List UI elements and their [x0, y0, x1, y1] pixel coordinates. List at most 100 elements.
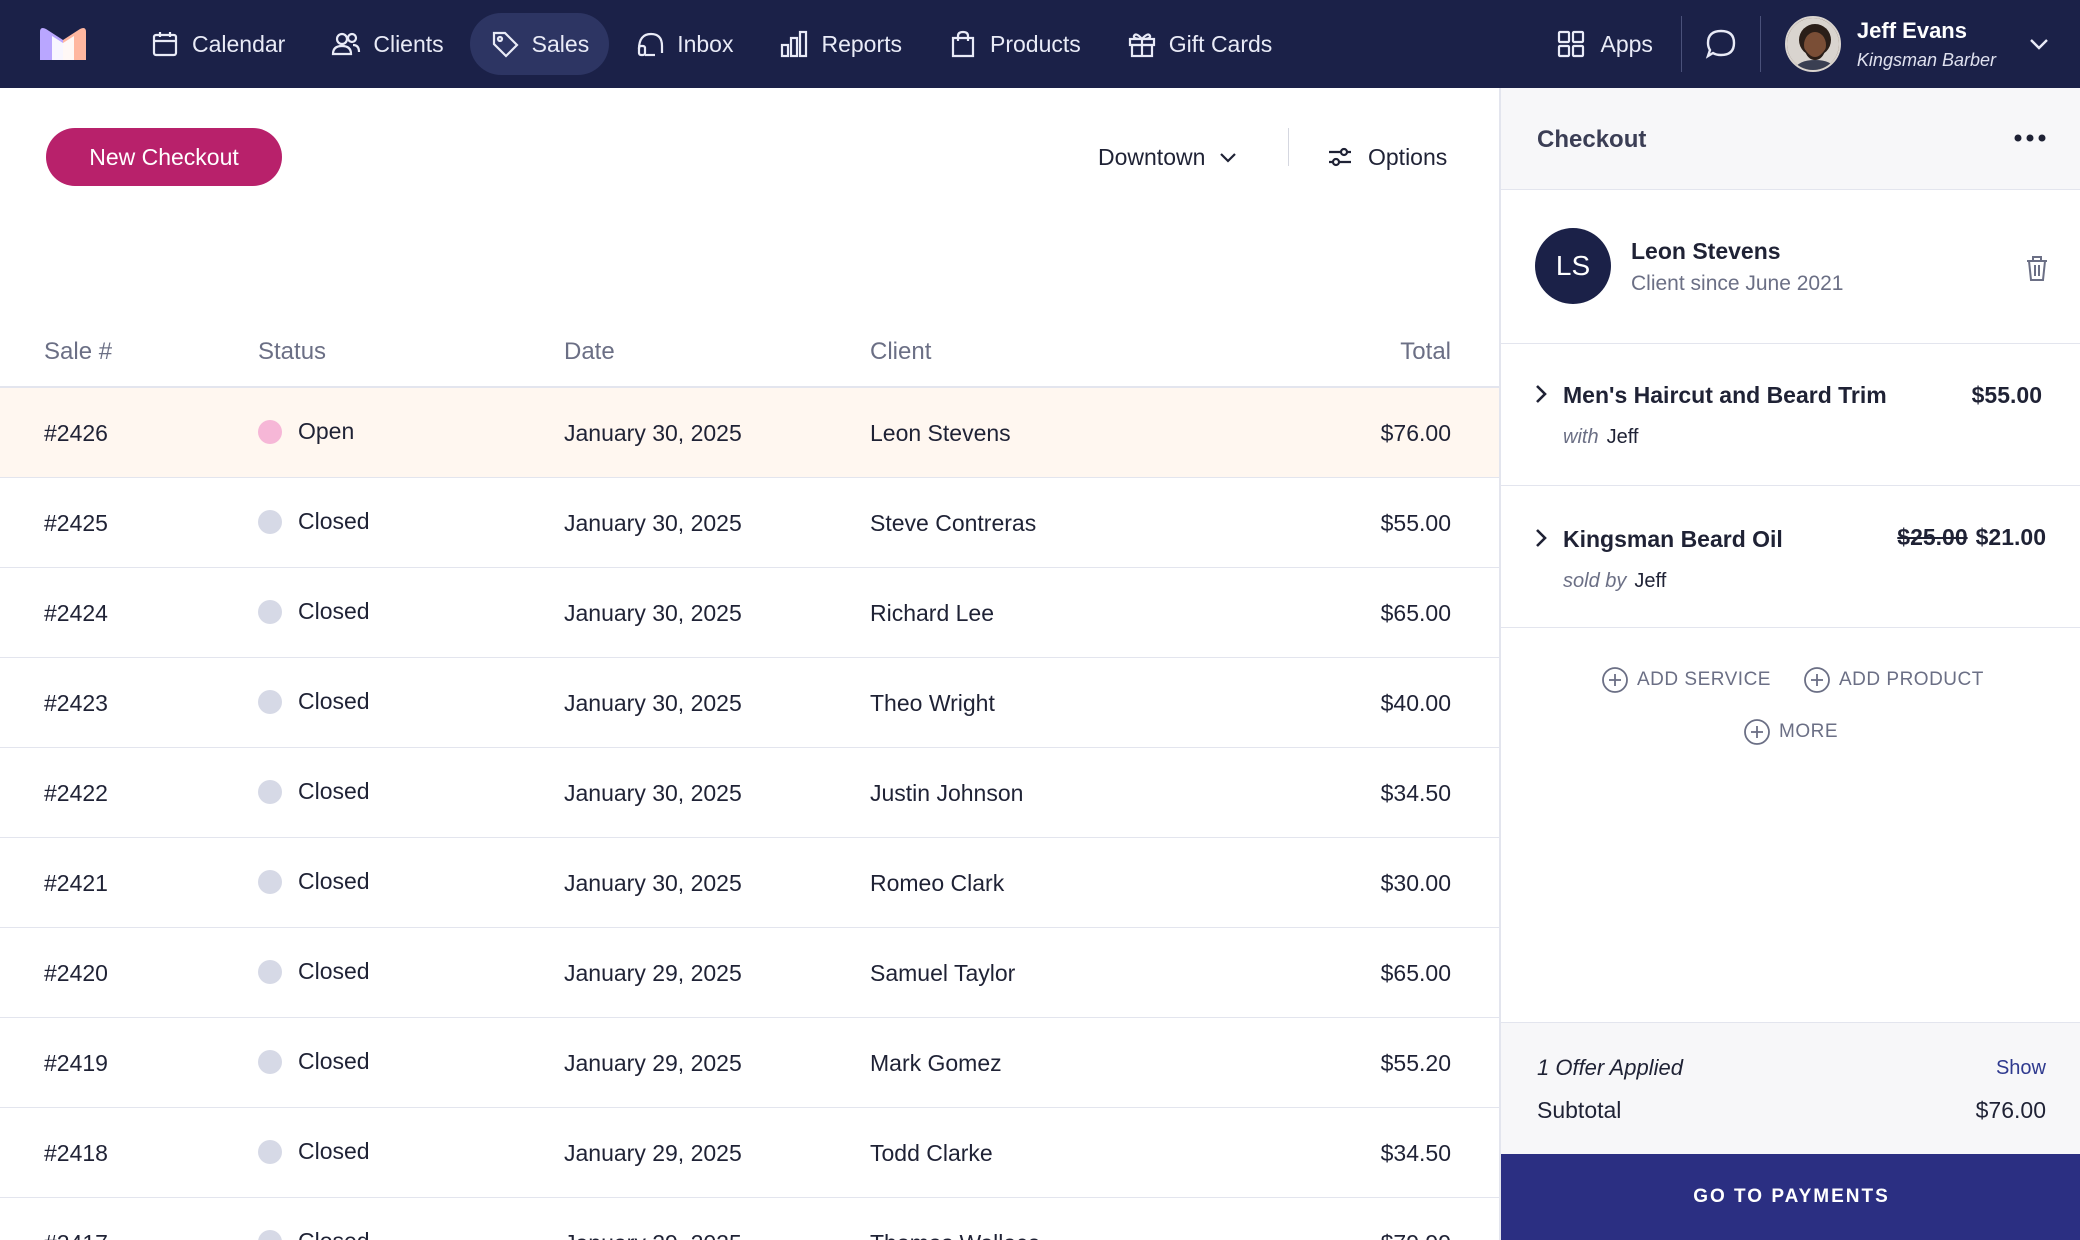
more-options-icon[interactable] [2012, 126, 2048, 150]
sale-number: #2417 [44, 1230, 108, 1240]
header-date[interactable]: Date [564, 338, 615, 365]
add-service-button[interactable]: ADD SERVICE [1601, 666, 1771, 694]
sale-client: Samuel Taylor [870, 960, 1016, 986]
bag-icon [951, 30, 975, 58]
table-row[interactable]: #2418 Closed January 29, 2025 Todd Clark… [0, 1108, 1499, 1198]
location-dropdown[interactable]: Downtown [1098, 132, 1239, 182]
options-button[interactable]: Options [1326, 132, 1447, 182]
client-avatar: LS [1535, 228, 1611, 304]
nav-inbox[interactable]: Inbox [615, 13, 753, 75]
sale-total: $55.00 [1380, 510, 1451, 536]
more-button[interactable]: MORE [1743, 718, 1838, 746]
user-business: Kingsman Barber [1856, 49, 1996, 70]
table-row[interactable]: #2421 Closed January 30, 2025 Romeo Clar… [0, 838, 1499, 928]
sale-date: January 29, 2025 [564, 1050, 742, 1076]
table-row[interactable]: #2423 Closed January 30, 2025 Theo Wrigh… [0, 658, 1499, 748]
checkout-line-item[interactable]: Men's Haircut and Beard Trim $55.00 with… [1501, 344, 2080, 486]
sale-date: January 30, 2025 [564, 870, 742, 896]
status-label: Closed [298, 1138, 370, 1164]
new-checkout-button[interactable]: New Checkout [46, 128, 282, 186]
nav-products-label: Products [990, 30, 1081, 57]
table-row[interactable]: #2420 Closed January 29, 2025 Samuel Tay… [0, 928, 1499, 1018]
sale-client: Justin Johnson [870, 780, 1024, 806]
gift-icon [1128, 33, 1155, 58]
brand-logo[interactable] [40, 26, 86, 60]
nav-reports-label: Reports [821, 30, 903, 57]
add-service-label: ADD SERVICE [1637, 669, 1771, 690]
status-dot [258, 419, 282, 444]
sale-date: January 30, 2025 [564, 510, 742, 536]
status-label: Closed [298, 778, 370, 804]
item-price: $21.00 [1975, 524, 2046, 550]
trash-icon[interactable] [2024, 254, 2050, 282]
apps-button[interactable]: Apps [1556, 29, 1680, 59]
table-row[interactable]: #2425 Closed January 30, 2025 Steve Cont… [0, 478, 1499, 568]
sale-date: January 29, 2025 [564, 960, 742, 986]
checkout-title: Checkout [1537, 126, 1647, 153]
add-product-button[interactable]: ADD PRODUCT [1803, 666, 1984, 694]
sale-number: #2420 [44, 960, 108, 986]
table-row[interactable]: #2422 Closed January 30, 2025 Justin Joh… [0, 748, 1499, 838]
nav-gift-cards[interactable]: Gift Cards [1107, 13, 1293, 75]
header-total[interactable]: Total [1400, 338, 1451, 365]
show-offers-link[interactable]: Show [1995, 1057, 2046, 1079]
header-sale[interactable]: Sale # [44, 338, 113, 365]
nav-reports[interactable]: Reports [759, 13, 922, 75]
status-dot [258, 689, 282, 714]
sale-number: #2421 [44, 870, 108, 896]
table-row[interactable]: #2419 Closed January 29, 2025 Mark Gomez… [0, 1018, 1499, 1108]
table-row[interactable]: #2417 Closed January 29, 2025 Thomas Wal… [0, 1198, 1499, 1240]
table-row[interactable]: #2426 Open January 30, 2025 Leon Stevens… [0, 388, 1499, 478]
checkout-summary: 1 Offer Applied Show Subtotal $76.00 [1501, 1022, 2080, 1154]
users-icon [332, 32, 361, 56]
sale-number: #2426 [44, 420, 108, 446]
checkout-line-item[interactable]: Kingsman Beard Oil $25.00 $21.00 sold by J… [1501, 486, 2080, 628]
nav-clients-label: Clients [373, 30, 444, 57]
status-label: Closed [298, 958, 370, 984]
nav-right-group: Apps Jeff Evans Kingsman Barber [1556, 0, 2080, 88]
sale-number: #2422 [44, 780, 108, 806]
status-dot [258, 509, 282, 534]
header-client[interactable]: Client [870, 338, 932, 365]
nav-products[interactable]: Products [928, 13, 1101, 75]
chevron-right-icon[interactable] [1531, 526, 1551, 550]
sale-status: Closed [258, 1138, 370, 1165]
sale-number: #2419 [44, 1050, 108, 1076]
sale-total: $40.00 [1380, 690, 1451, 716]
table-row[interactable]: #2424 Closed January 30, 2025 Richard Le… [0, 568, 1499, 658]
item-name: Kingsman Beard Oil [1563, 526, 1783, 552]
chat-button[interactable] [1682, 27, 1760, 61]
nav-divider [1759, 16, 1761, 72]
checkout-panel: Checkout LS Leon Stevens Client since Ju… [1499, 88, 2080, 1240]
chevron-down-icon[interactable] [2024, 29, 2054, 59]
item-price-group: $25.00 $21.00 [1897, 524, 2046, 551]
plus-circle-icon [1804, 667, 1830, 693]
chevron-down-icon [1220, 153, 1237, 163]
item-by-label: sold by [1563, 570, 1627, 592]
sale-status: Closed [258, 958, 370, 985]
status-dot [258, 1049, 282, 1074]
sale-status: Open [258, 418, 354, 445]
main-nav: Calendar Clients Sales Inbox Reports Pro… [130, 13, 1298, 75]
subtotal-value: $76.00 [1975, 1097, 2046, 1123]
header-status[interactable]: Status [258, 338, 327, 365]
sale-client: Steve Contreras [870, 510, 1037, 536]
status-label: Closed [298, 688, 370, 714]
sale-status: Closed [258, 508, 370, 535]
chevron-right-icon[interactable] [1531, 382, 1551, 406]
more-label: MORE [1779, 721, 1838, 742]
nav-sales[interactable]: Sales [469, 13, 610, 75]
go-to-payments-button[interactable]: GO TO PAYMENTS [1501, 1154, 2080, 1240]
nav-clients[interactable]: Clients [311, 13, 463, 75]
offer-applied: 1 Offer Applied [1537, 1055, 1683, 1080]
sliders-icon [1329, 147, 1351, 167]
sale-client: Theo Wright [870, 690, 995, 716]
user-menu[interactable]: Jeff Evans Kingsman Barber [1761, 0, 2080, 88]
nav-calendar[interactable]: Calendar [130, 13, 305, 75]
sale-number: #2425 [44, 510, 108, 536]
sale-status: Closed [258, 1048, 370, 1075]
toolbar-divider [1288, 128, 1289, 166]
sale-total: $55.20 [1380, 1050, 1451, 1076]
options-label: Options [1368, 143, 1448, 170]
checkout-client[interactable]: LS Leon Stevens Client since June 2021 [1501, 190, 2080, 344]
